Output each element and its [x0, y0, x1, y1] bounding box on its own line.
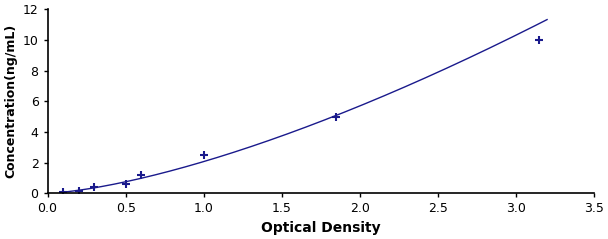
- X-axis label: Optical Density: Optical Density: [261, 221, 381, 235]
- Y-axis label: Concentration(ng/mL): Concentration(ng/mL): [4, 24, 17, 178]
